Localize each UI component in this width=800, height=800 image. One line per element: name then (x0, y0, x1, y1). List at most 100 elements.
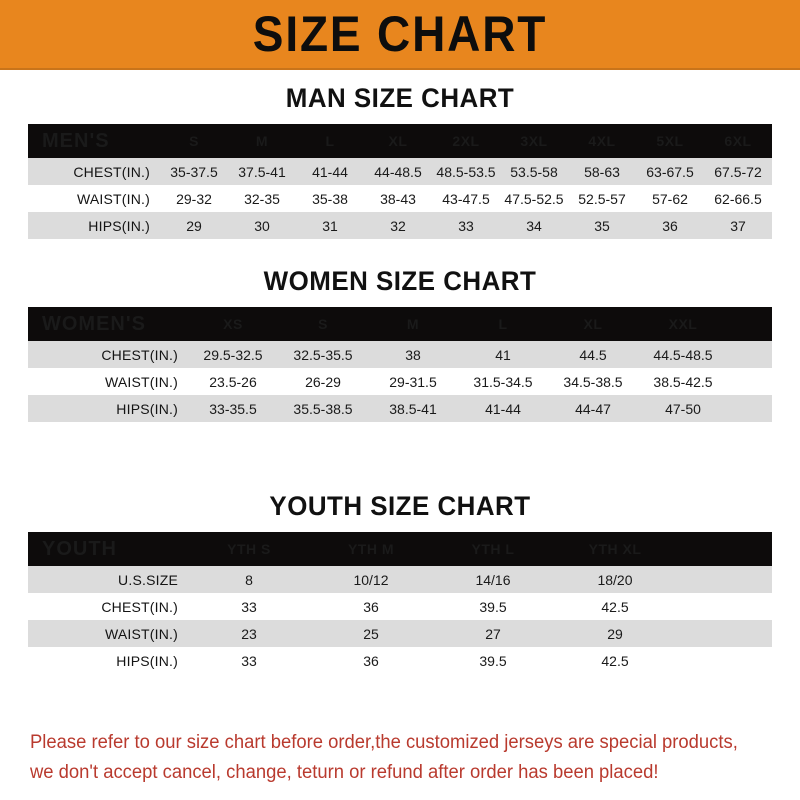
youth-cell: 39.5 (479, 598, 507, 615)
women-row-label: CHEST(IN.) (101, 346, 178, 363)
table-row: WAIST(IN.) 23 25 27 29 (28, 620, 772, 647)
women-cell: 34.5-38.5 (563, 373, 623, 390)
women-cell: 29-31.5 (389, 373, 437, 390)
youth-cell-spacer (676, 620, 772, 647)
women-col-header: M (406, 316, 420, 332)
women-header-spacer (728, 307, 772, 341)
table-row: CHEST(IN.) 35-37.5 37.5-41 41-44 44-48.5… (28, 158, 772, 185)
men-col-header: 4XL (588, 133, 616, 149)
youth-cell-spacer (676, 647, 772, 674)
table-row: HIPS(IN.) 33-35.5 35.5-38.5 38.5-41 41-4… (28, 395, 772, 422)
men-cell: 63-67.5 (646, 163, 694, 180)
youth-cell-spacer (676, 566, 772, 593)
youth-cell: 23 (241, 625, 257, 642)
women-cell: 44-47 (575, 400, 611, 417)
men-cell: 29 (186, 217, 202, 234)
youth-row-label: U.S.SIZE (118, 571, 178, 588)
men-row-header-label: MEN'S (42, 129, 110, 152)
youth-cell: 29 (607, 625, 623, 642)
youth-cell: 39.5 (479, 652, 507, 669)
men-cell: 53.5-58 (510, 163, 558, 180)
youth-col-header: YTH S (227, 541, 271, 557)
page-banner: SIZE CHART (0, 0, 800, 70)
women-cell: 33-35.5 (209, 400, 257, 417)
women-row-label: WAIST(IN.) (104, 373, 178, 390)
youth-row-label: CHEST(IN.) (101, 598, 178, 615)
women-cell-spacer (728, 368, 772, 395)
men-cell: 35-37.5 (170, 163, 218, 180)
men-col-header: S (189, 133, 199, 149)
table-row: HIPS(IN.) 33 36 39.5 42.5 (28, 647, 772, 674)
youth-cell: 25 (363, 625, 379, 642)
men-cell: 36 (662, 217, 678, 234)
men-cell: 30 (254, 217, 270, 234)
women-cell-spacer (728, 395, 772, 422)
women-row-label: HIPS(IN.) (116, 400, 178, 417)
youth-cell: 33 (241, 598, 257, 615)
men-col-header: XL (388, 133, 408, 149)
women-section-title: WOMEN SIZE CHART (263, 266, 537, 296)
women-header-row: WOMEN'S XS S M L XL XXL (28, 307, 772, 341)
youth-col-header: YTH XL (588, 541, 642, 557)
table-row: CHEST(IN.) 33 36 39.5 42.5 (28, 593, 772, 620)
youth-row-label: HIPS(IN.) (116, 652, 178, 669)
youth-cell: 42.5 (601, 652, 629, 669)
youth-header-spacer (676, 532, 772, 566)
youth-cell: 27 (485, 625, 501, 642)
table-row: CHEST(IN.) 29.5-32.5 32.5-35.5 38 41 44.… (28, 341, 772, 368)
youth-size-table: YOUTH YTH S YTH M YTH L YTH XL U.S.SIZE … (28, 532, 772, 674)
men-cell: 37.5-41 (238, 163, 286, 180)
youth-cell: 36 (363, 598, 379, 615)
men-cell: 32-35 (244, 190, 280, 207)
men-cell: 52.5-57 (578, 190, 626, 207)
women-cell: 38.5-42.5 (653, 373, 713, 390)
men-cell: 62-66.5 (714, 190, 762, 207)
youth-cell: 14/16 (475, 571, 511, 588)
youth-cell: 33 (241, 652, 257, 669)
men-row-label: HIPS(IN.) (88, 217, 150, 234)
women-cell: 31.5-34.5 (473, 373, 533, 390)
men-col-header: L (325, 133, 335, 149)
men-cell: 35-38 (312, 190, 348, 207)
men-size-section: MAN SIZE CHART MEN'S S M L XL 2XL 3XL 4X… (28, 82, 772, 239)
women-cell-spacer (728, 341, 772, 368)
women-col-header: XS (223, 316, 243, 332)
men-size-table: MEN'S S M L XL 2XL 3XL 4XL 5XL 6XL CHEST… (28, 124, 772, 239)
youth-cell-spacer (676, 593, 772, 620)
table-row: WAIST(IN.) 23.5-26 26-29 29-31.5 31.5-34… (28, 368, 772, 395)
men-header-row: MEN'S S M L XL 2XL 3XL 4XL 5XL 6XL (28, 124, 772, 158)
men-cell: 41-44 (312, 163, 348, 180)
women-cell: 23.5-26 (209, 373, 257, 390)
men-cell: 43-47.5 (442, 190, 490, 207)
men-cell: 33 (458, 217, 474, 234)
page-title: SIZE CHART (252, 6, 548, 62)
men-col-header: 6XL (724, 133, 752, 149)
youth-cell: 10/12 (353, 571, 389, 588)
women-size-table: WOMEN'S XS S M L XL XXL CHEST(IN.) 29.5-… (28, 307, 772, 422)
women-cell: 38.5-41 (389, 400, 437, 417)
women-cell: 44.5-48.5 (653, 346, 713, 363)
men-col-header: M (255, 133, 269, 149)
youth-cell: 42.5 (601, 598, 629, 615)
men-cell: 67.5-72 (714, 163, 762, 180)
women-cell: 47-50 (665, 400, 701, 417)
women-row-header-label: WOMEN'S (42, 312, 146, 335)
table-row: HIPS(IN.) 29 30 31 32 33 34 35 36 37 (28, 212, 772, 239)
men-col-header: 5XL (656, 133, 684, 149)
women-size-section: WOMEN SIZE CHART WOMEN'S XS S M L XL XXL (28, 265, 772, 422)
men-cell: 29-32 (176, 190, 212, 207)
youth-size-section: YOUTH SIZE CHART YOUTH YTH S YTH M YTH L… (28, 490, 772, 674)
men-cell: 34 (526, 217, 542, 234)
youth-cell: 8 (245, 571, 253, 588)
women-col-header: XXL (668, 316, 698, 332)
men-row-label: CHEST(IN.) (73, 163, 150, 180)
footer-line-2: we don't accept cancel, change, teturn o… (30, 762, 659, 783)
men-cell: 31 (322, 217, 338, 234)
women-cell: 35.5-38.5 (293, 400, 353, 417)
women-cell: 29.5-32.5 (203, 346, 263, 363)
men-section-title: MAN SIZE CHART (285, 83, 515, 113)
table-row: U.S.SIZE 8 10/12 14/16 18/20 (28, 566, 772, 593)
youth-section-title: YOUTH SIZE CHART (269, 491, 531, 521)
youth-header-row: YOUTH YTH S YTH M YTH L YTH XL (28, 532, 772, 566)
